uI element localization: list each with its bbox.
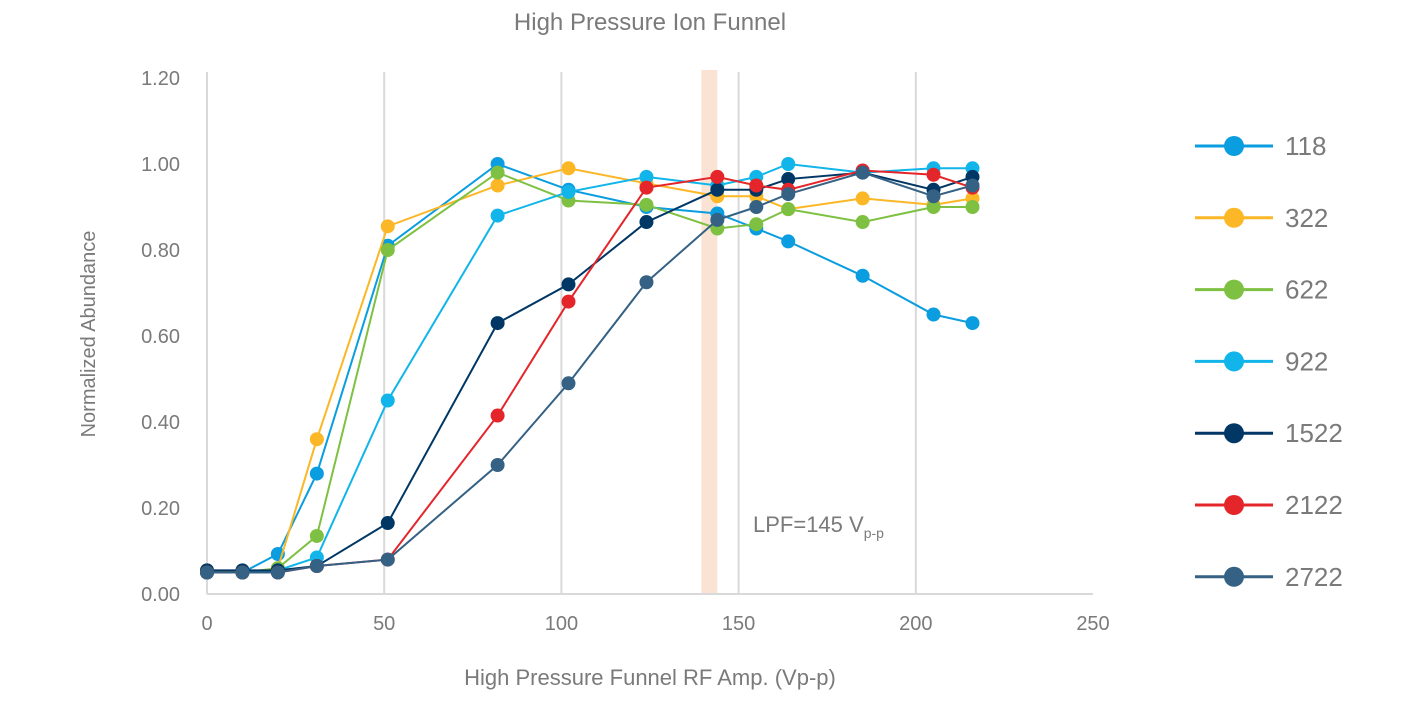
legend-marker [1224,207,1244,228]
x-axis-label: High Pressure Funnel RF Amp. (Vp-p) [464,665,836,690]
data-point [926,307,941,322]
y-axis-label: Normalized Abundance [78,231,100,438]
legend-label: 2722 [1285,562,1343,592]
data-point [561,376,576,391]
x-tick-label: 100 [545,613,578,635]
data-point [781,187,796,202]
data-point [309,559,324,574]
data-point [781,157,796,171]
data-point [965,200,980,214]
x-tick-label: 200 [899,613,932,635]
data-point [926,167,941,182]
y-tick-label: 0.20 [141,498,180,520]
legend-marker [1224,423,1244,444]
legend-item-1522: 1522 [1195,418,1343,448]
y-tick-label: 0.80 [141,240,180,262]
data-point [855,215,870,230]
data-point [639,275,654,290]
data-point [561,294,576,309]
data-point [490,178,505,193]
legend-label: 2122 [1285,490,1343,520]
y-tick-label: 1.20 [141,68,180,90]
data-point [926,200,941,214]
data-point [710,182,725,197]
lpf-text: LPF=145 V [753,512,864,537]
data-point [380,516,395,531]
data-point [490,208,505,223]
series-line [206,167,973,574]
legend-marker [1224,495,1244,515]
y-tick-label: 0.40 [141,412,180,434]
data-point [309,432,324,447]
data-point [380,219,395,234]
data-point [490,165,505,180]
legend-marker [1224,351,1244,372]
legend-item-2722: 2722 [1195,562,1343,592]
data-point [781,234,796,249]
data-point [380,243,395,257]
data-point [710,212,725,227]
data-point [749,200,764,214]
legend-label: 322 [1285,203,1328,233]
x-tick-label: 50 [373,613,395,635]
data-point [561,277,576,292]
series-line [207,171,973,574]
x-tick-label: 0 [201,613,212,635]
lpf-annotation: LPF=145 Vp-p [753,512,884,541]
legend-item-922: 922 [1195,346,1328,376]
data-point [490,408,505,423]
data-point [639,215,654,230]
y-tick-label: 1.00 [141,154,180,176]
legend-item-2122: 2122 [1195,490,1343,520]
data-point [380,393,395,408]
x-tick-label: 250 [1076,613,1109,635]
series-line [207,162,973,574]
legend-item-118: 118 [1195,131,1326,161]
legend-label: 1522 [1285,418,1343,448]
legend-marker [1224,566,1244,587]
data-point [639,197,654,212]
y-tick-label: 0.60 [141,326,180,348]
data-point [309,528,324,543]
chart-title: High Pressure Ion Funnel [514,9,786,36]
data-point [639,180,654,195]
legend-label: 922 [1285,346,1328,376]
data-point [965,316,980,331]
data-point [965,178,980,193]
legend-item-322: 322 [1195,203,1328,233]
data-point [639,169,654,184]
data-point [710,169,725,184]
legend-label: 622 [1285,275,1328,305]
x-tick-label: 150 [722,613,755,635]
data-point [855,191,870,206]
data-point [490,316,505,331]
lpf-subscript: p-p [864,525,884,541]
data-point [235,565,250,580]
legend-marker [1224,279,1244,300]
data-point [270,565,285,580]
legend-marker [1224,136,1244,156]
data-point [200,565,214,580]
series-2722 [200,165,980,580]
data-point [855,165,870,180]
data-point [926,189,941,204]
data-point [490,458,505,472]
data-point [749,217,764,232]
data-point [561,161,576,176]
data-point [749,178,764,193]
lpf-band [701,70,718,594]
data-point [380,552,395,567]
y-tick-label: 0.00 [141,584,180,606]
legend-label: 118 [1285,131,1326,161]
data-point [855,268,870,283]
data-point [781,202,796,217]
legend-item-622: 622 [1195,275,1328,305]
series-line [207,171,973,572]
data-point [309,466,324,481]
data-point [561,184,576,199]
data-point [781,172,796,187]
